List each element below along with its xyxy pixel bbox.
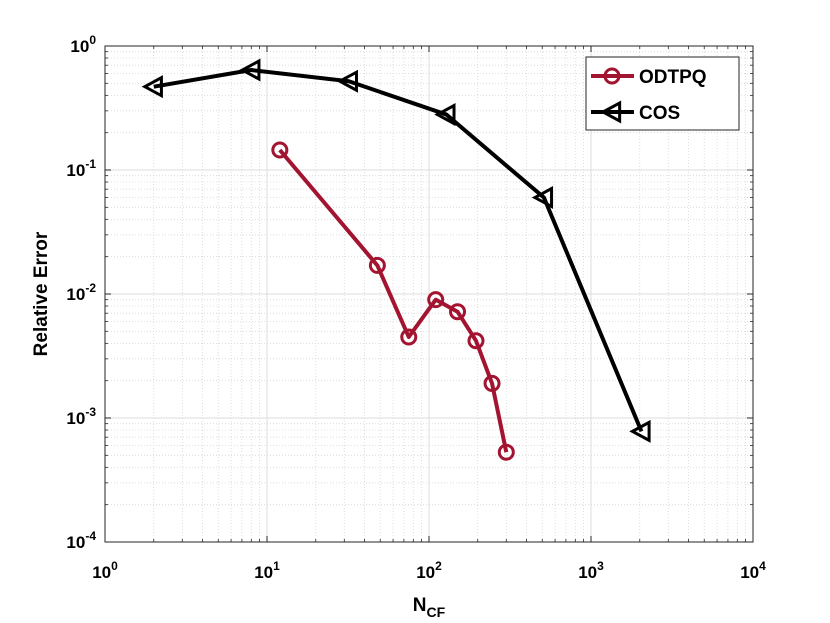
x-tick-label-base: 10 [416,563,435,582]
data-point-odtpq [483,374,501,392]
legend-marker-odtpq [603,67,621,85]
legend-label-cos: COS [639,103,680,124]
x-tick-label-base: 10 [740,563,759,582]
x-tick-label-base: 10 [92,563,111,582]
y-tick-label: 10-4 [66,529,96,552]
data-point-odtpq [368,256,386,274]
x-tick-label: 104 [740,559,766,582]
y-tick-label-base: 10 [66,161,85,180]
data-point-cos [629,419,651,443]
legend-entry-cos: COS [591,100,680,124]
data-point-odtpq [497,443,515,461]
data-point-odtpq [449,303,467,321]
series-odtpq [271,141,515,461]
x-tick-label: 101 [254,559,280,582]
data-point-cos [336,69,358,93]
y-tick-label-exp: -4 [85,529,96,543]
x-tick-label-exp: 1 [273,559,280,573]
legend-marker-cos [599,100,622,124]
series-line-cos [153,68,644,433]
y-tick-label: 10-2 [66,281,96,304]
tick-marks [104,45,754,543]
y-tick-label-base: 10 [66,533,85,552]
x-tick-labels: 100 101 102 103 104 [92,559,766,582]
y-axis-title: Relative Error [31,231,52,356]
y-tick-label-exp: -1 [85,157,96,171]
series-cos [141,58,651,443]
y-tick-label: 10-3 [66,405,96,428]
x-axis-title: NCF [413,595,446,620]
y-tick-label-base: 10 [70,37,89,56]
y-tick-label-exp: 0 [89,33,96,47]
legend-entry-odtpq: ODTPQ [591,67,707,88]
y-tick-label-exp: -2 [85,281,96,295]
x-tick-label-exp: 3 [597,559,604,573]
data-point-odtpq [427,291,445,309]
y-tick-label-exp: -3 [85,405,96,419]
data-point-odtpq [271,141,289,159]
x-tick-label-base: 10 [578,563,597,582]
y-tick-label-base: 10 [66,409,85,428]
y-tick-label: 100 [70,33,96,56]
x-tick-label-exp: 4 [759,559,766,573]
data-point-cos [434,103,456,127]
data-point-odtpq [467,332,485,350]
legend-label-odtpq: ODTPQ [639,67,707,88]
data-point-odtpq [400,328,418,346]
x-tick-label: 103 [578,559,604,582]
x-tick-label-base: 10 [254,563,273,582]
x-tick-label: 100 [92,559,118,582]
x-axis-title-main: N [413,595,427,616]
y-tick-label-base: 10 [66,285,85,304]
data-point-cos [239,58,261,82]
series-layer [141,58,651,461]
data-point-cos [531,185,554,210]
legend: ODTPQ COS [585,56,740,131]
x-tick-label-exp: 2 [435,559,442,573]
y-tick-label: 10-1 [66,157,96,180]
x-tick-label-exp: 0 [111,559,118,573]
x-tick-label: 102 [416,559,442,582]
data-point-cos [141,75,163,99]
x-axis-title-sub: CF [427,604,446,620]
